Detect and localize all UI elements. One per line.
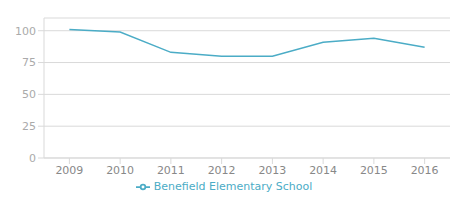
svg-text:25: 25 <box>22 120 36 133</box>
svg-text:0: 0 <box>29 152 36 165</box>
svg-text:2012: 2012 <box>208 164 236 177</box>
svg-text:2011: 2011 <box>157 164 185 177</box>
svg-text:2013: 2013 <box>258 164 286 177</box>
svg-text:2016: 2016 <box>411 164 439 177</box>
svg-text:75: 75 <box>22 56 36 69</box>
html-text:Benefield Elementary School: Benefield Elementary School <box>153 180 313 193</box>
svg-text:2014: 2014 <box>309 164 337 177</box>
svg-text:50: 50 <box>22 88 36 101</box>
svg-text:2015: 2015 <box>360 164 388 177</box>
svg-text:2010: 2010 <box>106 164 134 177</box>
svg-text:2009: 2009 <box>55 164 83 177</box>
svg-text:100: 100 <box>15 25 36 38</box>
